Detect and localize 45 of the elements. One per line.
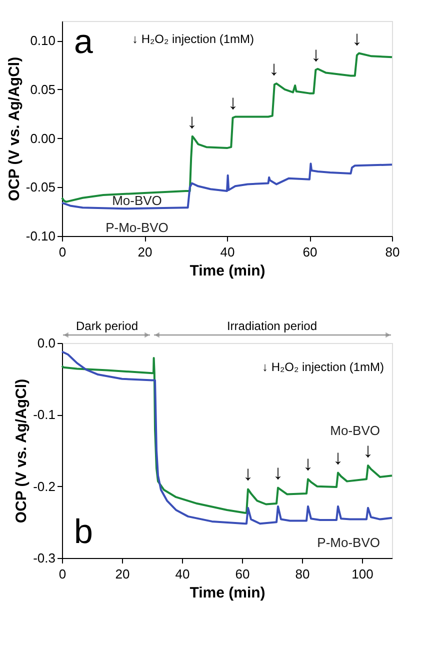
series-label: P-Mo-BVO: [317, 535, 380, 550]
annotation: ↓: [273, 462, 283, 484]
x-tick-label: 60: [235, 566, 250, 582]
text: Irradiation period: [226, 319, 318, 333]
x-tick-label: 20: [115, 566, 130, 582]
annotation: ↓ H₂O₂ injection (1mM): [262, 360, 384, 374]
annotation: ↓: [243, 463, 253, 485]
x-tick-label: 40: [175, 566, 190, 582]
x-tick-label: 80: [295, 566, 310, 582]
annotation: ↓: [187, 111, 197, 133]
x-tick-label: 20: [138, 244, 152, 260]
x-tick-label: 0: [58, 566, 66, 582]
y-axis-title: OCP (V vs. Ag/AgCl): [6, 56, 23, 202]
text: Mo-BVO: [330, 423, 380, 438]
x-tick-label: 60: [302, 244, 318, 260]
series-label: Mo-BVO: [112, 193, 162, 208]
text: Dark period: [76, 319, 138, 333]
y-axis-title: OCP (V vs. Ag/AgCl): [13, 378, 30, 524]
series-label: P-Mo-BVO: [106, 220, 168, 235]
x-axis-title: Time (min): [190, 584, 266, 602]
y-tick-label: 0.05: [30, 82, 56, 97]
annotation: ↓: [269, 58, 279, 80]
x-tick-label: 80: [385, 244, 400, 260]
y-tick-label: 0.00: [30, 130, 56, 146]
annotation: ↓: [333, 447, 343, 469]
annotation: ↓: [228, 92, 238, 114]
x-axis-title: Time (min): [190, 262, 266, 280]
y-tick-label: -0.05: [26, 180, 56, 195]
x-tick-label: 0: [58, 244, 66, 260]
y-tick-label: 0.10: [30, 33, 56, 48]
annotation: ↓: [311, 44, 321, 66]
y-tick-label: -0.10: [26, 228, 56, 244]
y-tick-label: 0.0: [37, 336, 56, 350]
annotation: b: [74, 513, 93, 551]
annotation: ↓: [303, 453, 313, 475]
y-tick-label: -0.2: [33, 478, 56, 494]
y-tick-label: -0.1: [33, 407, 56, 422]
annotation: ↓ H₂O₂ injection (1mM): [132, 32, 254, 46]
annotation: ↓: [363, 440, 373, 462]
x-tick-label: 40: [220, 244, 235, 260]
annotation: a: [74, 23, 93, 61]
annotation: ↓: [352, 28, 362, 50]
y-tick-label: -0.3: [33, 550, 56, 566]
x-tick-label: 100: [352, 566, 374, 582]
line-series: [61, 162, 393, 210]
